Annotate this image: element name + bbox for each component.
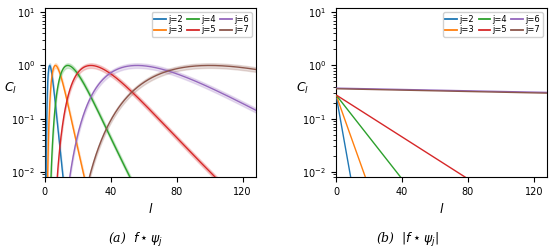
Legend: j=2, j=3, j=4, j=5, j=6, j=7: j=2, j=3, j=4, j=5, j=6, j=7 xyxy=(443,12,543,37)
Text: (b)  $|f \star \psi_j|$: (b) $|f \star \psi_j|$ xyxy=(376,231,439,248)
Y-axis label: $C_l$: $C_l$ xyxy=(296,81,309,96)
Legend: j=2, j=3, j=4, j=5, j=6, j=7: j=2, j=3, j=4, j=5, j=6, j=7 xyxy=(152,12,252,37)
X-axis label: $l$: $l$ xyxy=(439,202,444,216)
Text: (a)  $f \star \psi_j$: (a) $f \star \psi_j$ xyxy=(108,231,163,248)
Y-axis label: $C_l$: $C_l$ xyxy=(4,81,18,96)
X-axis label: $l$: $l$ xyxy=(147,202,153,216)
